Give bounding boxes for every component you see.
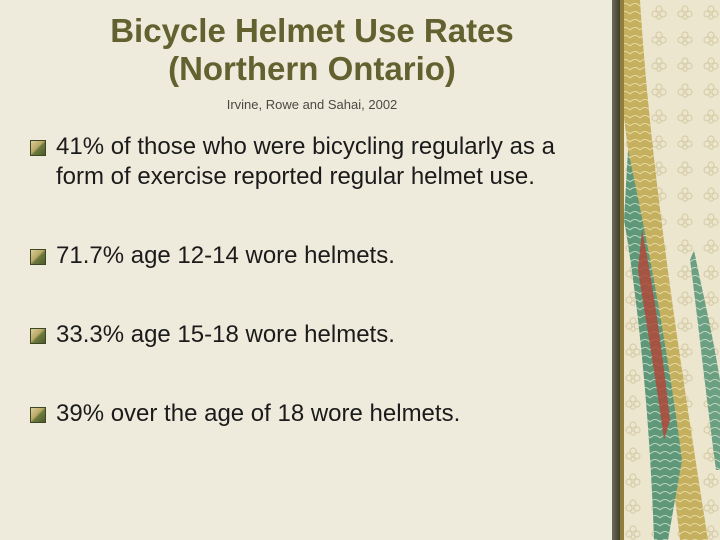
bullet-text: 39% over the age of 18 wore helmets. bbox=[56, 400, 461, 427]
bullet-text: 41% of those who were bicycling regularl… bbox=[56, 133, 555, 190]
panel-shadow bbox=[612, 0, 620, 540]
bullet-item: 41% of those who were bicycling regularl… bbox=[28, 132, 588, 192]
green-ribbon-right bbox=[690, 250, 720, 470]
gold-ribbon bbox=[620, 0, 708, 540]
bullet-item: 39% over the age of 18 wore helmets. bbox=[28, 399, 588, 429]
gradient-square-bullet-icon bbox=[30, 407, 46, 423]
gold-edge bbox=[620, 0, 624, 540]
bullet-item: 71.7% age 12-14 wore helmets. bbox=[28, 241, 588, 271]
bullet-list: 41% of those who were bicycling regularl… bbox=[28, 132, 588, 429]
content-panel: Bicycle Helmet Use Rates (Northern Ontar… bbox=[28, 12, 588, 429]
gradient-square-bullet-icon bbox=[30, 328, 46, 344]
slide-title: Bicycle Helmet Use Rates (Northern Ontar… bbox=[40, 12, 584, 88]
citation: Irvine, Rowe and Sahai, 2002 bbox=[226, 97, 398, 112]
bullet-item: 33.3% age 15-18 wore helmets. bbox=[28, 320, 588, 350]
gradient-square-bullet-icon bbox=[30, 249, 46, 265]
gradient-square-bullet-icon bbox=[30, 140, 46, 156]
bullet-text: 71.7% age 12-14 wore helmets. bbox=[56, 242, 395, 269]
title-line-1: Bicycle Helmet Use Rates bbox=[110, 12, 514, 49]
red-ribbon bbox=[638, 230, 670, 440]
title-line-2: (Northern Ontario) bbox=[168, 50, 456, 87]
decorative-floral-border bbox=[620, 0, 720, 540]
bullet-text: 33.3% age 15-18 wore helmets. bbox=[56, 321, 395, 348]
